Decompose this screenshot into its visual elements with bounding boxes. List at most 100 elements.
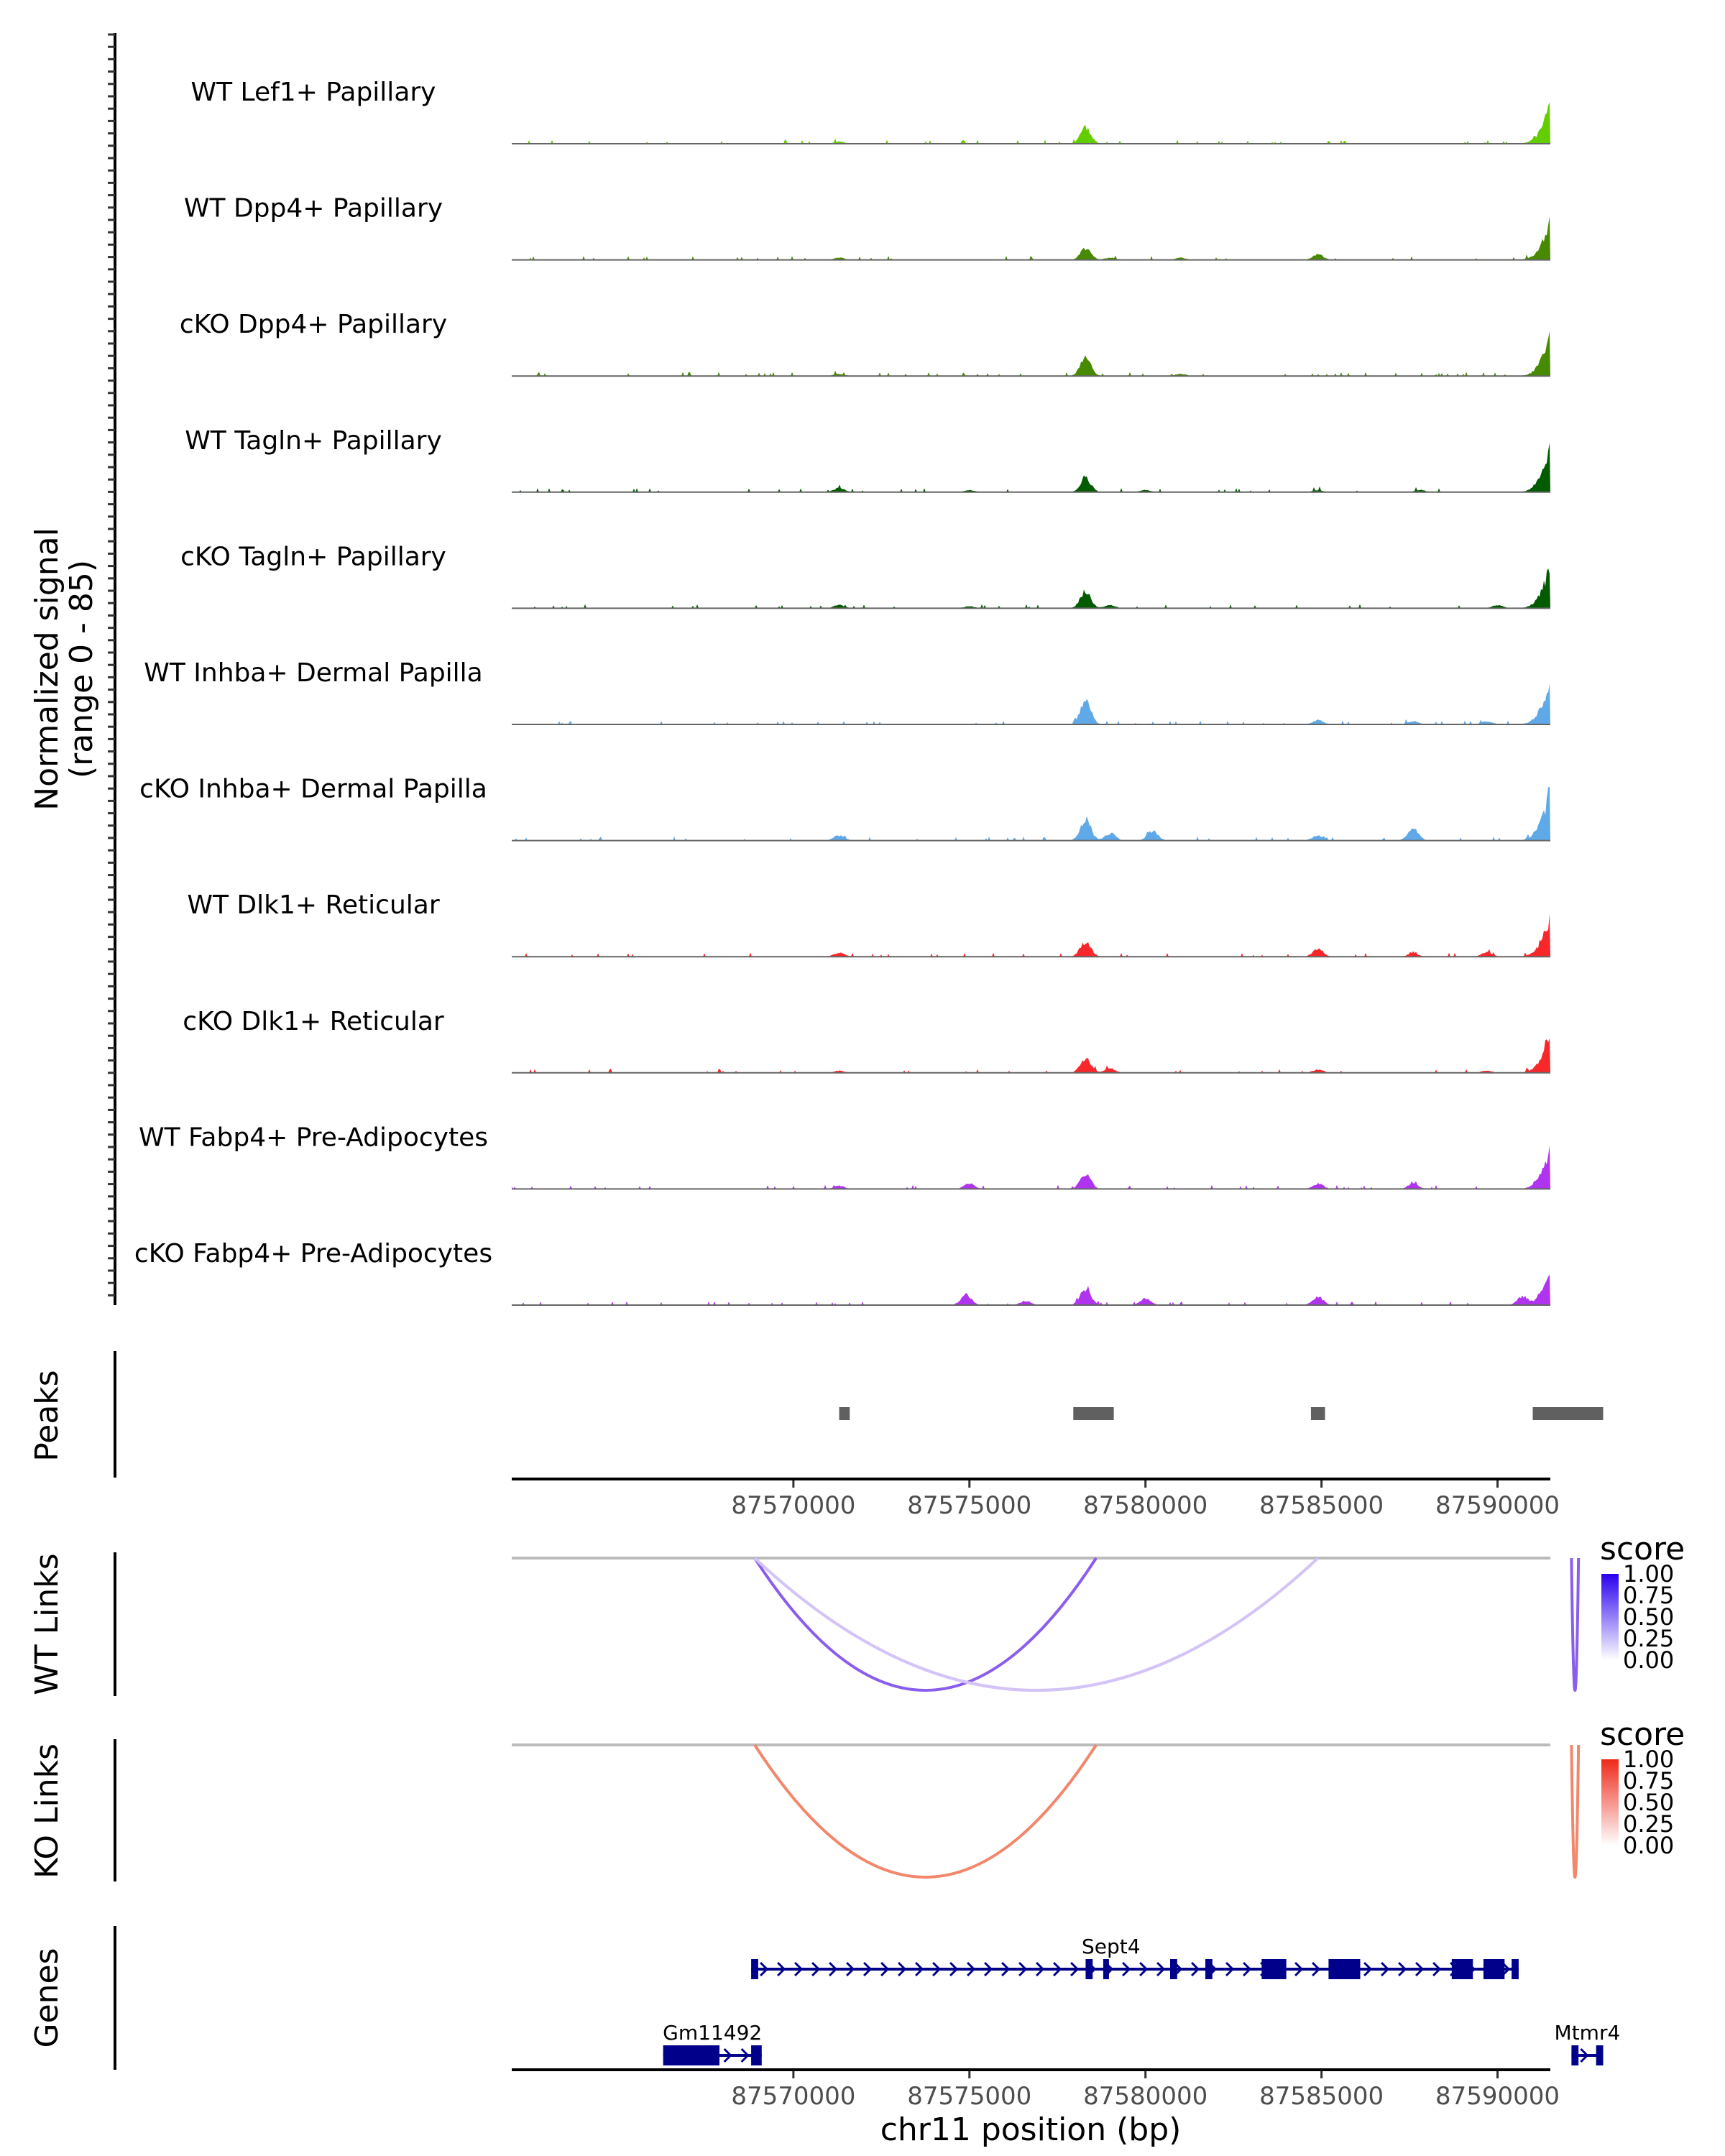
strand-arrow bbox=[794, 1961, 804, 1977]
strand-arrow bbox=[984, 1961, 993, 1977]
strand-arrow bbox=[846, 1961, 855, 1977]
ko-links-label: KO Links bbox=[29, 1743, 65, 1879]
x-tick-label: 87575000 bbox=[907, 1491, 1031, 1520]
gene-model: Sept4 bbox=[751, 1935, 1519, 1979]
strand-arrow bbox=[1381, 1961, 1390, 1977]
coverage-track: WT Tagln+ Papillary bbox=[185, 426, 1550, 493]
strand-arrow bbox=[880, 1961, 890, 1977]
genes-section: Genes Sept4 Gm11492 Mtmr4 87570000 87575000… bbox=[29, 1926, 1620, 2148]
coverage-ylabel-line2: (range 0 - 85) bbox=[63, 560, 100, 778]
gene-name: Mtmr4 bbox=[1555, 2021, 1621, 2045]
strand-arrow bbox=[1312, 1961, 1321, 1977]
legend-tick-label: 0.00 bbox=[1623, 1646, 1674, 1674]
gene-name: Gm11492 bbox=[663, 2021, 762, 2045]
gene-exon bbox=[1085, 1959, 1093, 1979]
link-arc bbox=[753, 1557, 1098, 1692]
genes-label: Genes bbox=[29, 1948, 65, 2047]
strand-arrow bbox=[1053, 1961, 1062, 1977]
gene-exon bbox=[751, 2045, 762, 2065]
track-label: WT Dpp4+ Papillary bbox=[184, 194, 443, 224]
strand-arrow bbox=[740, 2047, 750, 2063]
strand-arrow bbox=[723, 2047, 732, 2063]
coverage-track: cKO Dlk1+ Reticular bbox=[183, 1007, 1550, 1074]
strand-arrow bbox=[898, 1961, 907, 1977]
legend-tick-label: 0.50 bbox=[1623, 1789, 1674, 1816]
x-tick-label: 87590000 bbox=[1435, 1491, 1560, 1520]
x-tick-label: 87570000 bbox=[731, 1491, 855, 1520]
gene-exon bbox=[1205, 1959, 1213, 1979]
track-label: cKO Fabp4+ Pre-Adipocytes bbox=[134, 1239, 492, 1268]
track-label: WT Fabp4+ Pre-Adipocytes bbox=[139, 1123, 488, 1152]
link-arc bbox=[753, 1557, 1320, 1692]
peaks-section: Peaks 87570000 87575000 87580000 87585000 87… bbox=[29, 1351, 1604, 1520]
legend-tick-label: 0.25 bbox=[1623, 1810, 1674, 1838]
strand-arrow bbox=[1018, 1961, 1028, 1977]
gene-model: Mtmr4 bbox=[1555, 2021, 1621, 2065]
track-label: cKO Tagln+ Papillary bbox=[180, 542, 446, 571]
x-tick-label: 87580000 bbox=[1083, 2082, 1208, 2111]
legend-tick-label: 1.00 bbox=[1623, 1560, 1674, 1588]
x-tick-label: 87575000 bbox=[907, 2082, 1031, 2111]
strand-arrow bbox=[915, 1961, 924, 1977]
peak-block bbox=[1310, 1407, 1325, 1420]
legend-tick-label: 0.00 bbox=[1623, 1832, 1674, 1859]
strand-arrow bbox=[811, 1961, 821, 1977]
strand-arrow bbox=[1415, 1961, 1425, 1977]
track-label: cKO Inhba+ Dermal Papilla bbox=[139, 775, 487, 804]
coverage-track: WT Fabp4+ Pre-Adipocytes bbox=[139, 1123, 1550, 1190]
wt-links-label: WT Links bbox=[29, 1553, 65, 1695]
peak-block bbox=[1073, 1407, 1114, 1420]
gene-name: Sept4 bbox=[1082, 1935, 1141, 1958]
legend-tick-label: 0.50 bbox=[1623, 1603, 1674, 1631]
x-tick-label: 87570000 bbox=[731, 2082, 855, 2111]
gene-exon bbox=[1596, 2045, 1604, 2065]
track-label: cKO Dlk1+ Reticular bbox=[183, 1007, 444, 1036]
coverage-track: cKO Tagln+ Papillary bbox=[180, 542, 1550, 609]
legend-colorbar bbox=[1601, 1759, 1619, 1846]
gene-exon bbox=[751, 1959, 758, 1979]
strand-arrow bbox=[1363, 1961, 1373, 1977]
strand-arrow bbox=[1001, 1961, 1011, 1977]
legend-tick-label: 0.25 bbox=[1623, 1625, 1674, 1652]
legend-tick-label: 0.75 bbox=[1623, 1767, 1674, 1795]
gene-exon bbox=[1483, 1959, 1505, 1979]
link-arc bbox=[1570, 1557, 1581, 1692]
x-tick-label: 87585000 bbox=[1259, 1491, 1384, 1520]
gene-exon bbox=[1261, 1959, 1287, 1979]
coverage-track: WT Lef1+ Papillary bbox=[191, 78, 1550, 144]
strand-arrow bbox=[829, 1961, 838, 1977]
track-label: WT Inhba+ Dermal Papilla bbox=[144, 658, 482, 688]
strand-arrow bbox=[1070, 1961, 1080, 1977]
link-arc bbox=[1570, 1744, 1581, 1879]
strand-arrow bbox=[1294, 1961, 1304, 1977]
coverage-track: cKO Inhba+ Dermal Papilla bbox=[139, 775, 1550, 842]
coverage-tracks: WT Lef1+ Papillary WT Dpp4+ Papillary cKO … bbox=[134, 78, 1550, 1306]
coverage-ylabel-line1: Normalized signal bbox=[29, 528, 65, 811]
track-label: WT Tagln+ Papillary bbox=[185, 426, 442, 456]
coverage-y-ticks bbox=[108, 33, 115, 1296]
strand-arrow bbox=[1580, 2047, 1589, 2063]
x-tick-label: 87590000 bbox=[1435, 2082, 1560, 2111]
peak-blocks bbox=[839, 1407, 1604, 1420]
peak-block bbox=[1532, 1407, 1604, 1420]
strand-arrow bbox=[1139, 1961, 1149, 1977]
strand-arrow bbox=[1122, 1961, 1131, 1977]
strand-arrow bbox=[949, 1961, 959, 1977]
strand-arrow bbox=[932, 1961, 942, 1977]
legend-tick-label: 1.00 bbox=[1623, 1746, 1674, 1773]
strand-arrow bbox=[1432, 1961, 1442, 1977]
link-arc bbox=[753, 1743, 1098, 1879]
coverage-track: WT Dlk1+ Reticular bbox=[187, 890, 1550, 958]
strand-arrow bbox=[1036, 1961, 1045, 1977]
strand-arrow bbox=[1225, 1961, 1235, 1977]
x-axis-bottom: 87570000 87575000 87580000 87585000 87590000 bbox=[731, 2071, 1560, 2111]
legend-title: score bbox=[1600, 1531, 1685, 1567]
coverage-track: cKO Fabp4+ Pre-Adipocytes bbox=[134, 1239, 1550, 1306]
x-tick-label: 87580000 bbox=[1083, 1491, 1208, 1520]
gene-exon bbox=[1328, 1959, 1361, 1979]
legend-title: score bbox=[1600, 1716, 1685, 1753]
gene-exon bbox=[663, 2045, 719, 2065]
